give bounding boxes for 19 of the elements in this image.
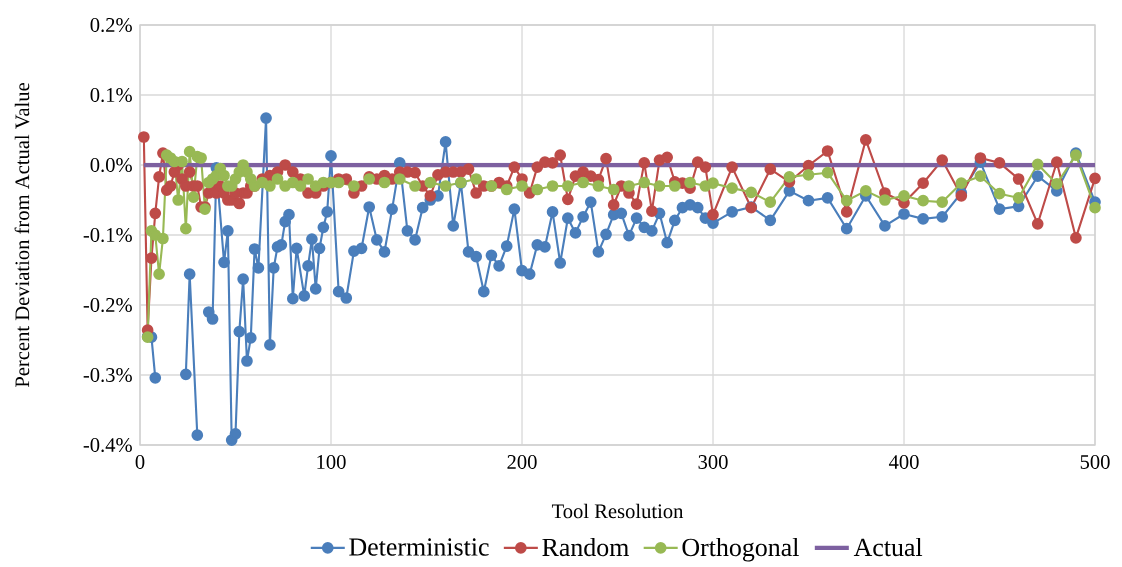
y-tick-label: 0.2% [90, 18, 132, 32]
y-tick-label: -0.1% [83, 228, 132, 242]
legend-label: Orthogonal [682, 537, 799, 562]
x-tick-label: 0 [135, 455, 145, 469]
y-tick-label: -0.3% [83, 368, 132, 382]
x-axis-title: Tool Resolution [551, 503, 684, 519]
x-tick-label: 100 [317, 455, 346, 469]
x-tick-label: 500 [1080, 455, 1110, 469]
y-tick-label: 0.0% [90, 158, 132, 172]
legend-label: Actual [853, 537, 923, 557]
x-tick-label: 400 [888, 455, 919, 469]
legend-label: Random [542, 537, 629, 557]
x-tick-label: 200 [507, 455, 537, 469]
y-tick-label: 0.1% [90, 88, 132, 102]
y-tick-label: -0.4% [83, 438, 132, 452]
y-tick-label: -0.2% [83, 298, 132, 312]
y-axis-title: Percent Deviation from Actual Value [14, 83, 30, 388]
x-tick-label: 300 [698, 455, 728, 469]
legend-label: Deterministic [349, 538, 489, 556]
